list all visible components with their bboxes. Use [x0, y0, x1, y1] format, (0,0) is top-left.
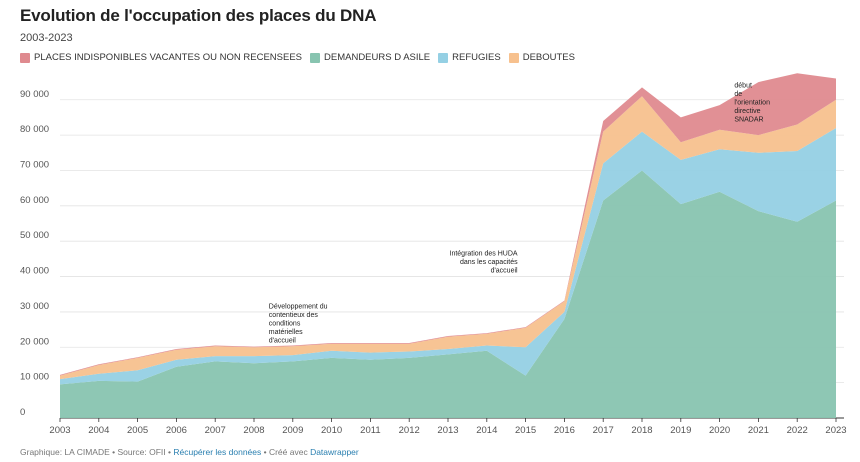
datawrapper-link[interactable]: Datawrapper — [310, 447, 359, 457]
x-tick-label: 2005 — [127, 425, 148, 436]
annotation-line: début — [734, 82, 752, 89]
annotation-line: Intégration des HUDA — [450, 250, 518, 257]
x-tick-label: 2007 — [205, 425, 226, 436]
x-tick-label: 2016 — [554, 425, 575, 436]
footer-created-with: • Créé avec — [261, 447, 311, 457]
annotation-line: dans les capacités — [460, 259, 518, 266]
annotation-line: Développement du — [269, 303, 328, 310]
legend-item: DEBOUTES — [508, 52, 575, 63]
download-data-link[interactable]: Récupérer les données — [173, 447, 262, 457]
area-refugies — [60, 128, 836, 385]
area-demandeurs-d-asile — [60, 170, 836, 418]
legend-item: PLACES INDISPONIBLES VACANTES OU NON REC… — [20, 52, 302, 63]
x-tick-label: 2019 — [670, 425, 691, 436]
legend: PLACES INDISPONIBLES VACANTES OU NON REC… — [20, 52, 583, 63]
chart-subtitle: 2003-2023 — [20, 32, 73, 44]
legend-label: PLACES INDISPONIBLES VACANTES OU NON REC… — [34, 52, 303, 63]
legend-label: REFUGIES — [452, 52, 501, 63]
annotation: Développement du contentieux des condition… — [269, 303, 328, 344]
y-tick-label: 90 000 — [20, 89, 49, 100]
x-tick-label: 2022 — [787, 425, 808, 436]
footer-credits: Graphique: LA CIMADE • Source: OFII • — [20, 447, 174, 457]
legend-swatch — [310, 52, 321, 63]
annotation-line: l'orientation — [734, 99, 770, 106]
footer: Graphique: LA CIMADE • Source: OFII • Ré… — [20, 447, 359, 457]
legend-label: DEBOUTES — [522, 52, 575, 63]
y-tick-label: 20 000 — [20, 336, 49, 347]
x-tick-label: 2009 — [282, 425, 303, 436]
legend-item: DEMANDEURS D ASILE — [310, 52, 430, 63]
x-tick-label: 2015 — [515, 425, 536, 436]
y-tick-label: 0 — [20, 407, 25, 418]
x-tick-label: 2012 — [399, 425, 420, 436]
x-tick-label: 2004 — [88, 425, 109, 436]
y-tick-label: 40 000 — [20, 266, 49, 277]
y-tick-label: 70 000 — [20, 159, 49, 170]
x-tick-label: 2023 — [825, 425, 846, 436]
x-tick-label: 2011 — [360, 425, 380, 436]
annotation: Intégration des HUDA dans les capacités d'… — [450, 250, 519, 274]
y-tick-label: 80 000 — [20, 124, 49, 135]
x-tick-label: 2018 — [631, 425, 652, 436]
annotation-line: directive — [734, 108, 760, 115]
y-tick-label: 50 000 — [20, 230, 49, 241]
x-tick-label: 2017 — [593, 425, 614, 436]
legend-swatch — [508, 52, 519, 63]
y-tick-label: 30 000 — [20, 301, 49, 312]
x-tick-label: 2021 — [748, 425, 769, 436]
x-tick-label: 2003 — [49, 425, 70, 436]
x-tick-label: 2013 — [437, 425, 458, 436]
y-tick-label: 60 000 — [20, 195, 49, 206]
legend-item: REFUGIES — [438, 52, 501, 63]
area-chart: 0 10 000 20 000 30 000 40 000 50 000 60 000 70 … — [20, 73, 847, 436]
x-tick-label: 2010 — [321, 425, 342, 436]
chart-title: Evolution de l'occupation des places du … — [20, 6, 377, 25]
annotation-line: d'accueil — [491, 267, 518, 274]
annotation-line: de — [734, 91, 742, 98]
annotation-line: d'accueil — [269, 337, 296, 344]
area-places-indisponibles-vacantes-ou-non-recensees — [60, 73, 836, 376]
legend-label: DEMANDEURS D ASILE — [324, 52, 431, 63]
legend-swatch — [438, 52, 449, 63]
annotation-line: SNADAR — [734, 116, 763, 123]
annotation-line: matérielles — [269, 329, 303, 336]
annotation: début de l'orientation directive SNADAR — [734, 82, 770, 123]
x-tick-label: 2020 — [709, 425, 730, 436]
x-tick-label: 2014 — [476, 425, 497, 436]
x-tick-label: 2006 — [166, 425, 187, 436]
annotation-line: conditions — [269, 320, 301, 327]
annotation-line: contentieux des — [269, 312, 319, 319]
y-tick-label: 10 000 — [20, 372, 49, 383]
legend-swatch — [20, 52, 30, 63]
x-tick-label: 2008 — [243, 425, 264, 436]
